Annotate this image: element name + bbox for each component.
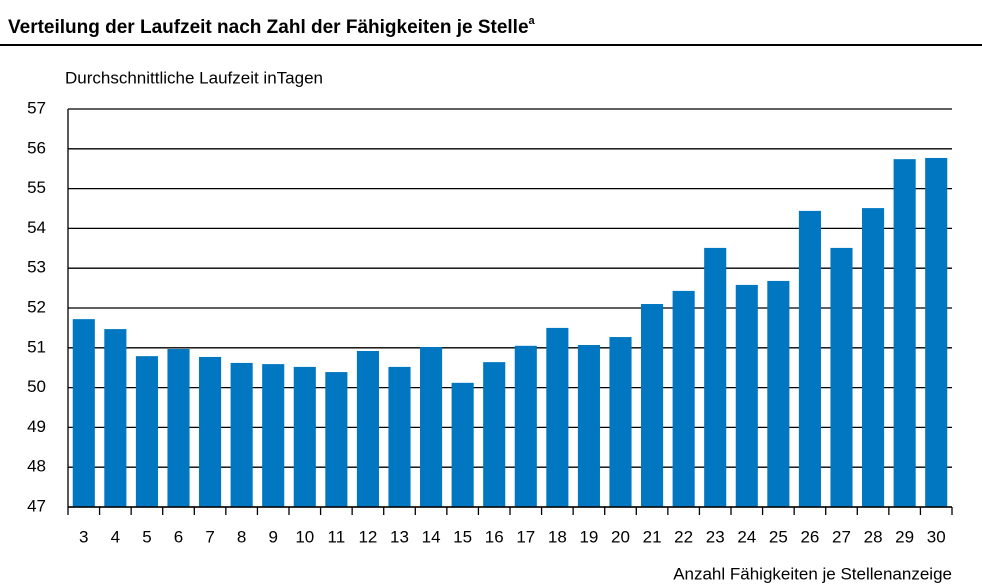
x-tick-label: 29 — [895, 527, 914, 546]
x-tick-label: 10 — [295, 527, 314, 546]
x-tick-label: 6 — [174, 527, 183, 546]
bar — [925, 157, 948, 508]
title-text: Verteilung der Laufzeit nach Zahl der Fä… — [8, 17, 529, 38]
y-tick-label: 54 — [27, 218, 46, 237]
bar — [704, 247, 727, 508]
bar — [420, 347, 443, 507]
bar — [356, 350, 379, 507]
title-superscript: a — [529, 15, 536, 27]
x-tick-label: 9 — [268, 527, 277, 546]
bar — [672, 290, 695, 507]
bar — [199, 356, 222, 507]
bar — [577, 345, 600, 507]
bar — [830, 247, 853, 508]
bar — [609, 337, 632, 507]
y-tick-label: 48 — [27, 457, 46, 476]
x-tick-label: 13 — [390, 527, 409, 546]
x-tick-label: 12 — [358, 527, 377, 546]
y-tick-label: 47 — [27, 496, 46, 515]
bar — [514, 345, 537, 507]
x-axis-label: Anzahl Fähigkeiten je Stellenanzeige — [673, 564, 952, 583]
bar — [546, 327, 569, 507]
x-tick-label: 8 — [237, 527, 246, 546]
bar — [325, 372, 348, 507]
bar — [135, 356, 158, 507]
x-tick-label: 19 — [579, 527, 598, 546]
bar — [262, 364, 285, 507]
x-tick-label: 15 — [453, 527, 472, 546]
y-tick-label: 51 — [27, 337, 46, 356]
x-tick-label: 27 — [832, 527, 851, 546]
x-tick-label: 30 — [927, 527, 946, 546]
y-tick-label: 52 — [27, 297, 46, 316]
x-tick-label: 5 — [142, 527, 151, 546]
bar — [451, 382, 474, 507]
bar — [167, 348, 190, 507]
bar — [72, 319, 95, 507]
chart-title: Verteilung der Laufzeit nach Zahl der Fä… — [8, 15, 536, 38]
x-tick-label: 21 — [643, 527, 662, 546]
x-tick-label: 24 — [737, 527, 756, 546]
x-tick-label: 11 — [328, 527, 346, 546]
bar — [483, 362, 506, 507]
x-tick-label: 28 — [864, 527, 883, 546]
x-tick-label: 4 — [111, 527, 120, 546]
bar — [735, 284, 758, 507]
x-tick-label: 17 — [516, 527, 535, 546]
x-tick-label: 18 — [548, 527, 567, 546]
y-tick-label: 49 — [27, 417, 46, 436]
y-axis-label: Durchschnittliche Laufzeit inTagen — [65, 68, 323, 87]
bar — [893, 159, 916, 507]
x-tick-label: 3 — [79, 527, 88, 546]
bar — [230, 362, 253, 507]
x-tick-label: 7 — [205, 527, 214, 546]
y-tick-label: 50 — [27, 377, 46, 396]
x-tick-label: 26 — [800, 527, 819, 546]
x-tick-label: 14 — [422, 527, 441, 546]
bar — [293, 366, 316, 507]
bar — [767, 280, 790, 507]
x-tick-label: 25 — [769, 527, 788, 546]
bar — [798, 210, 821, 507]
x-tick-label: 22 — [674, 527, 693, 546]
bar — [388, 366, 411, 507]
bar — [641, 304, 664, 507]
bar — [104, 329, 127, 507]
x-tick-label: 16 — [485, 527, 504, 546]
x-tick-label: 20 — [611, 527, 630, 546]
y-tick-label: 53 — [27, 258, 46, 277]
bar — [862, 208, 885, 508]
y-tick-label: 57 — [27, 98, 46, 117]
y-tick-label: 55 — [27, 178, 46, 197]
y-tick-label: 56 — [27, 138, 46, 157]
x-tick-label: 23 — [706, 527, 725, 546]
